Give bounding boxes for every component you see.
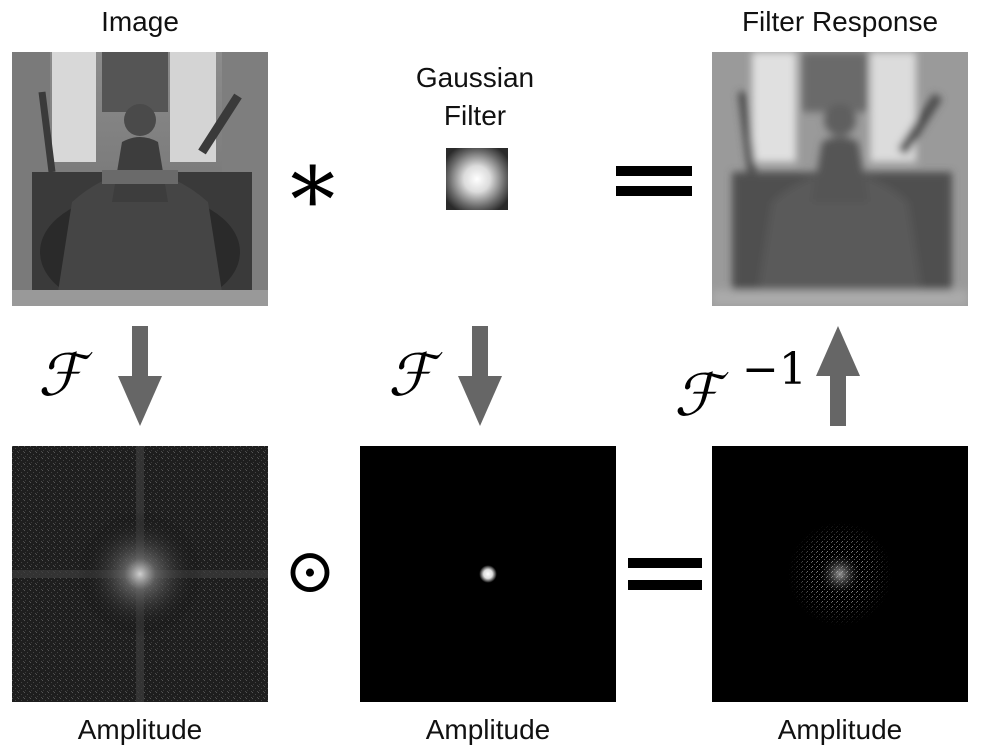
filter-response-image	[712, 52, 968, 306]
equals-top-bar1	[616, 166, 692, 176]
gaussian-filter-kernel	[446, 148, 508, 210]
image-amplitude-spectrum	[12, 446, 268, 702]
inverse-exponent: −1	[742, 344, 807, 395]
inverse-fourier-transform-symbol: ℱ	[674, 361, 720, 429]
fourier-transform-symbol-2: ℱ	[388, 341, 434, 409]
image-label: Image	[101, 6, 179, 37]
gaussian-filter-label-line1: Gaussian	[415, 62, 535, 93]
equals-top-bar2	[616, 186, 692, 196]
equals-bottom-bar1	[628, 558, 702, 568]
amplitude-label-2: Amplitude	[425, 714, 551, 745]
input-statue-image	[12, 52, 268, 306]
equals-bottom-bar2	[628, 580, 702, 590]
gaussian-filter-label-line2: Filter	[443, 100, 507, 131]
up-arrow-icon	[816, 326, 860, 426]
filter-response-label: Filter Response	[741, 6, 939, 37]
amplitude-label-3: Amplitude	[777, 714, 903, 745]
hadamard-product-operator: ⊙	[284, 534, 336, 607]
down-arrow-icon-1	[118, 326, 162, 426]
gaussian-amplitude-spectrum	[360, 446, 616, 702]
amplitude-label-1: Amplitude	[77, 714, 203, 745]
product-amplitude-spectrum	[712, 446, 968, 702]
down-arrow-icon-2	[458, 326, 502, 426]
fourier-transform-symbol-1: ℱ	[38, 341, 84, 409]
convolution-operator: ∗	[282, 130, 344, 235]
